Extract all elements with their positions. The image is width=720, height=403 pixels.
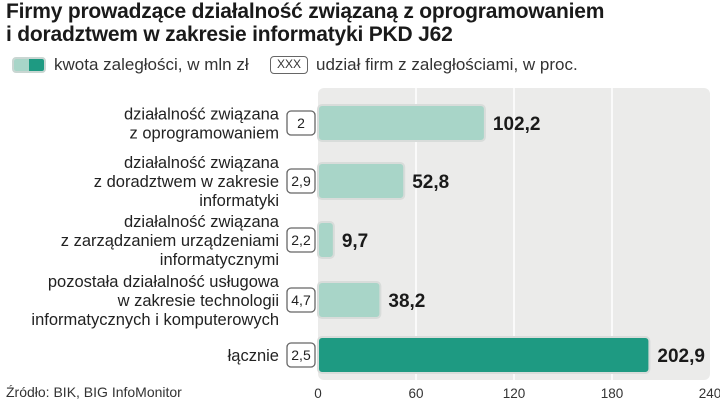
- share-label: 2,5: [291, 347, 311, 363]
- legend-amount-label: kwota zaległości, w mln zł: [54, 55, 249, 74]
- legend-share-box: XXX: [270, 56, 308, 74]
- bar-total: [317, 336, 651, 374]
- legend-share-label: udział firm z zaległościami, w proc.: [316, 55, 578, 74]
- chart-title: Firmy prowadzące działalność związaną z …: [6, 0, 706, 46]
- bar: [317, 221, 335, 259]
- source-note: Źródło: BIK, BIG InfoMonitor: [6, 384, 182, 400]
- value-label: 52,8: [412, 172, 449, 193]
- share-label: 2,2: [291, 232, 311, 248]
- title-line-1: Firmy prowadzące działalność związaną z …: [6, 0, 605, 23]
- value-label: 38,2: [388, 291, 425, 312]
- value-label: 202,9: [657, 346, 705, 367]
- category-label: pozostała działalność usługowa: [48, 273, 280, 291]
- x-tick-label: 120: [503, 386, 526, 401]
- category-label: informatyki: [199, 192, 279, 210]
- title-line-2: i doradztwem w zakresie informatyki PKD …: [6, 23, 453, 46]
- share-label: 2: [297, 115, 305, 131]
- legend-amount-swatch: [12, 57, 46, 73]
- share-box: [286, 168, 316, 194]
- value-label: 102,2: [493, 114, 541, 135]
- share-label: 2,9: [291, 173, 311, 189]
- category-label: z doradztwem w zakresie: [94, 173, 279, 191]
- bar: [317, 162, 406, 200]
- share-box: [286, 287, 316, 313]
- category-label: z zarządzaniem urządzeniami: [61, 232, 279, 250]
- category-label: w zakresie technologii: [117, 292, 279, 310]
- category-label: informatycznymi: [160, 251, 279, 269]
- x-tick-label: 0: [314, 386, 322, 401]
- category-label: działalność związana: [124, 213, 280, 231]
- share-label: 4,7: [291, 292, 311, 308]
- share-box: [286, 227, 316, 253]
- share-box: [286, 342, 316, 368]
- share-box: [286, 110, 316, 136]
- bar: [317, 104, 486, 142]
- category-label: informatycznych i komputerowych: [31, 311, 279, 329]
- x-tick-label: 180: [601, 386, 624, 401]
- category-label: łącznie: [228, 347, 279, 365]
- category-label: działalność związana: [124, 154, 280, 172]
- value-label: 9,7: [342, 231, 368, 252]
- x-tick-label: 240: [699, 386, 720, 401]
- category-label: z oprogramowaniem: [130, 125, 279, 143]
- x-tick-label: 60: [408, 386, 423, 401]
- bar: [317, 281, 382, 319]
- category-label: działalność związana: [124, 106, 280, 124]
